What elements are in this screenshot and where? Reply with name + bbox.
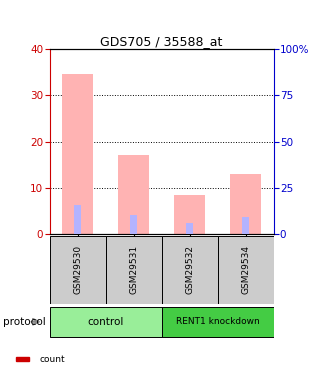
Bar [50, 307, 162, 337]
Bar [130, 215, 137, 234]
Title: GDS705 / 35588_at: GDS705 / 35588_at [100, 34, 223, 48]
Text: GSM29530: GSM29530 [73, 245, 82, 294]
Bar [230, 174, 261, 234]
Text: GSM29531: GSM29531 [129, 245, 138, 294]
Bar [74, 205, 81, 234]
Bar [118, 156, 149, 234]
Bar [218, 236, 274, 304]
Bar [242, 217, 249, 234]
Bar [106, 236, 162, 304]
Bar [162, 307, 274, 337]
Text: control: control [87, 317, 124, 327]
Bar [186, 223, 193, 234]
Bar [50, 236, 106, 304]
Text: protocol: protocol [3, 317, 46, 327]
Bar [62, 74, 93, 234]
Text: GSM29534: GSM29534 [241, 245, 250, 294]
Text: count: count [40, 355, 66, 364]
Text: GSM29532: GSM29532 [185, 245, 194, 294]
Bar [16, 357, 29, 362]
Text: RENT1 knockdown: RENT1 knockdown [176, 317, 260, 326]
Bar [174, 195, 205, 234]
Bar [162, 236, 218, 304]
